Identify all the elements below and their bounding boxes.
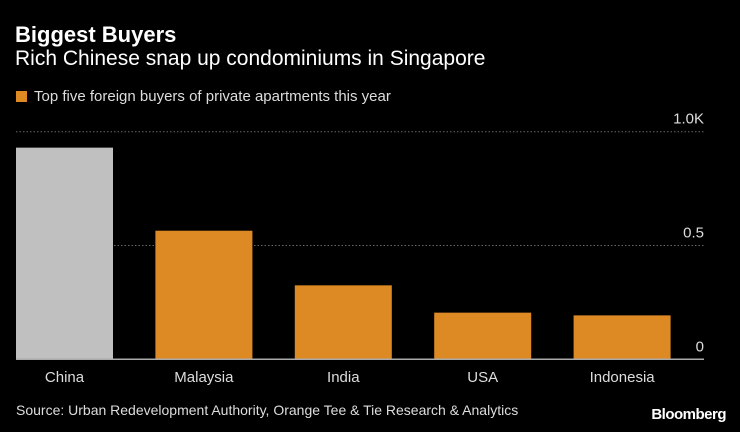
y-tick-label: 0.5	[683, 225, 704, 242]
chart-subtitle: Rich Chinese snap up condominiums in Sin…	[15, 47, 486, 70]
bar-india	[294, 285, 392, 360]
x-tick-label: India	[327, 369, 360, 386]
y-tick-label: 0	[696, 338, 704, 355]
bar-malaysia	[155, 230, 253, 360]
source-note: Source: Urban Redevelopment Authority, O…	[16, 402, 519, 418]
x-tick-label: Indonesia	[590, 369, 656, 386]
y-tick-label: 1.0K	[673, 111, 704, 128]
bar-usa	[434, 312, 532, 360]
chart-title: Biggest Buyers	[15, 22, 177, 47]
legend: Top five foreign buyers of private apart…	[16, 88, 391, 105]
x-tick-label: USA	[467, 369, 498, 386]
legend-swatch	[16, 91, 27, 102]
x-tick-label: China	[45, 369, 85, 386]
legend-label: Top five foreign buyers of private apart…	[34, 88, 391, 105]
x-tick-label: Malaysia	[174, 369, 234, 386]
bar-china	[16, 147, 113, 360]
bar-indonesia	[573, 315, 671, 360]
bloomberg-logo: Bloomberg	[651, 406, 726, 423]
